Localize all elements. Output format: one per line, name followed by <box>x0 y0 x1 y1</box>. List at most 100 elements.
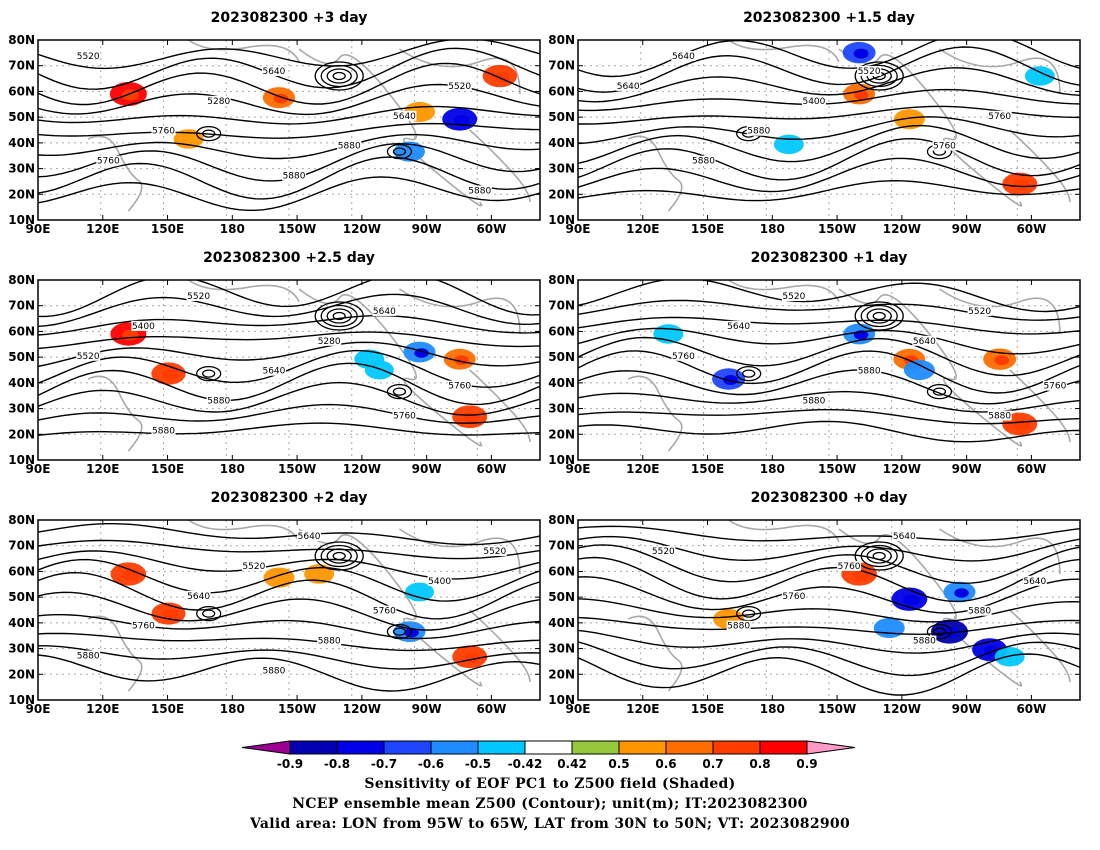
contour-label-bg <box>372 305 397 316</box>
lat-tick-label: 10N <box>548 213 575 227</box>
contour-label-bg <box>912 335 937 346</box>
lat-tick-label: 80N <box>8 33 35 47</box>
lon-tick-label: 90W <box>412 462 442 476</box>
contour-line <box>38 62 540 106</box>
panel-title: 2023082300 +2.5 day <box>203 250 375 266</box>
contour-label: 5640 <box>672 52 695 62</box>
lat-tick-label: 20N <box>8 427 35 441</box>
contour-label-bg <box>671 51 696 61</box>
shaded-area <box>364 360 394 380</box>
lat-tick-label: 60N <box>548 324 575 338</box>
contour-label: 5640 <box>373 307 396 317</box>
closed-contour <box>320 304 358 328</box>
contour-label: 5640 <box>913 337 936 347</box>
closed-contour <box>860 544 898 568</box>
lat-tick-label: 10N <box>8 213 35 227</box>
contour-line <box>38 40 540 70</box>
lat-tick-label: 80N <box>548 513 575 527</box>
lon-tick-label: 180 <box>220 702 245 716</box>
contour-line <box>578 369 1080 405</box>
closed-contour <box>326 308 352 324</box>
lat-tick-label: 40N <box>548 376 575 390</box>
closed-contour <box>314 301 364 331</box>
lat-tick-label: 60N <box>548 84 575 98</box>
closed-contour <box>332 71 346 81</box>
shaded-area <box>263 567 295 588</box>
closed-contour <box>866 308 892 324</box>
contour-label: 5760 <box>393 412 416 422</box>
lat-tick-label: 10N <box>548 453 575 467</box>
panel-frame <box>577 279 1081 461</box>
lat-tick-label: 20N <box>548 427 575 441</box>
contour-label: 5520 <box>858 67 881 77</box>
lat-tick-label: 10N <box>8 453 35 467</box>
contour-label: 5640 <box>393 112 416 122</box>
lat-tick-label: 40N <box>548 616 575 630</box>
closed-contour <box>386 143 413 160</box>
lon-tick-label: 120W <box>343 222 381 236</box>
colorbar-segment <box>665 740 714 755</box>
caption-shading: Sensitivity of EOF PC1 to Z500 field (Sh… <box>364 776 736 792</box>
lon-tick-label: 120E <box>626 462 659 476</box>
contour-label-bg <box>467 185 492 196</box>
closed-contour <box>872 311 886 321</box>
lat-tick-label: 60N <box>8 564 35 578</box>
coastline <box>728 280 840 302</box>
contour-label-bg <box>241 560 266 571</box>
shaded-area <box>405 582 435 602</box>
panel-title: 2023082300 +1.5 day <box>743 10 915 26</box>
lon-tick-label: 180 <box>760 702 785 716</box>
contour-label: 5880 <box>338 142 361 152</box>
coastline <box>938 528 1061 575</box>
colorbar-tick-label: 0.5 <box>608 757 629 771</box>
contour-line <box>578 88 1080 112</box>
closed-contour <box>866 548 892 564</box>
contour-line <box>578 316 1080 335</box>
contour-line <box>38 523 540 546</box>
shaded-core <box>494 71 510 83</box>
contour-label: 5640 <box>727 322 750 332</box>
contour-label-bg <box>932 140 957 151</box>
contour-line <box>38 133 540 160</box>
lon-tick-label: 120E <box>86 462 119 476</box>
contour-line <box>578 327 1080 355</box>
contour-label-bg <box>261 665 286 676</box>
contour-line <box>578 641 1080 677</box>
contour-label-bg <box>857 65 882 76</box>
closed-contour <box>332 311 346 321</box>
contour-label-bg <box>726 320 751 331</box>
contour-line <box>38 362 540 406</box>
colorbar-tick-label: 0.6 <box>655 757 676 771</box>
closed-contour <box>196 365 222 382</box>
lat-tick-label: 70N <box>548 539 575 553</box>
contour-line <box>578 350 1080 394</box>
shaded-core <box>723 375 739 385</box>
contour-label: 5880 <box>468 186 491 196</box>
contour-line <box>578 576 1080 614</box>
shaded-core <box>903 594 920 606</box>
contour-label: 5280 <box>207 97 230 107</box>
contour-line <box>38 614 540 640</box>
lon-tick-label: 90E <box>566 702 591 716</box>
colorbar: -0.9 -0.8 -0.7 -0.6 -0.5 -0.42 0.42 0.5 0.6 0.7 0.… <box>241 740 856 771</box>
lat-tick-label: 70N <box>548 299 575 313</box>
contour-line <box>38 47 540 90</box>
contour-line <box>578 420 1080 443</box>
lon-tick-label: 90W <box>952 462 982 476</box>
contour-label-bg <box>297 531 322 541</box>
lon-tick-label: 150W <box>818 462 856 476</box>
coastline <box>87 375 143 452</box>
lat-tick-label: 50N <box>548 350 575 364</box>
contour-label-bg <box>746 125 771 136</box>
lon-tick-label: 120W <box>883 462 921 476</box>
contour-label-bg <box>206 95 231 106</box>
contour-line <box>578 280 1080 313</box>
lat-tick-label: 30N <box>8 162 35 176</box>
colorbar-segment <box>289 740 338 755</box>
coastline <box>938 48 1061 95</box>
shaded-area <box>773 134 804 155</box>
shaded-area <box>393 141 425 162</box>
closed-contour <box>860 304 898 328</box>
contour-line <box>38 105 540 125</box>
